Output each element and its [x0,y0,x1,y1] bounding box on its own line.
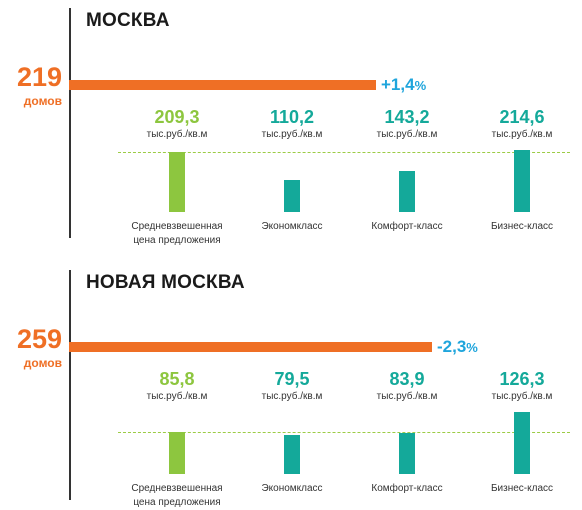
price-bar [514,150,530,212]
price-change: -2,3% [437,337,478,357]
category-label-line: Экономкласс [261,483,323,494]
bar-unit-label: тыс.руб./кв.м [261,129,323,140]
bar-unit-label: тыс.руб./кв.м [376,391,438,402]
category-label-line: Экономкласс [261,221,323,232]
price-bar [169,151,185,212]
price-bar [514,412,530,474]
house-count: 259 [16,324,62,354]
price-change: +1,4% [381,75,426,95]
price-bar [284,434,300,474]
axis-line [69,8,71,238]
house-count-label: домов [23,94,62,108]
average-reference-line [118,431,570,433]
category-label: Экономкласс [232,220,352,234]
price-bar [284,180,300,212]
city-panel: НОВАЯ МОСКВА 259 домов -2,3% 85,8 тыс.руб./кв… [0,262,582,508]
category-label: Бизнес-класс [462,220,582,234]
category-label-line: Средневзвешенная [131,483,223,494]
house-count-label: домов [23,356,62,370]
category-label-line: Комфорт-класс [371,483,443,494]
city-title: НОВАЯ МОСКВА [86,272,245,293]
city-title: МОСКВА [86,10,170,31]
price-bar [169,431,185,474]
price-change-value: +1,4 [381,75,415,94]
house-count: 219 [16,62,62,92]
category-label-line: Бизнес-класс [490,221,554,232]
category-label: Комфорт-класс [347,220,467,234]
bar-unit-label: тыс.руб./кв.м [146,391,208,402]
category-label-line: Бизнес-класс [490,483,554,494]
city-panel: МОСКВА 219 домов +1,4% 209,3 тыс.руб./кв.м Сре… [0,0,582,246]
bar-value-label: 110,2 [269,107,315,127]
bar-value-label: 209,3 [154,107,200,127]
axis-line [69,270,71,500]
category-label: Экономкласс [232,482,352,496]
price-bar [399,170,415,212]
house-count-bar [69,342,432,352]
bar-unit-label: тыс.руб./кв.м [146,129,208,140]
bar-value-label: 143,2 [384,107,430,127]
bar-unit-label: тыс.руб./кв.м [491,129,553,140]
bar-value-label: 214,6 [499,107,545,127]
category-label: Комфорт-класс [347,482,467,496]
price-change-percent: % [466,340,478,355]
average-reference-line [118,151,570,153]
category-label-line: Средневзвешенная [131,221,223,232]
bar-value-label: 79,5 [274,369,310,389]
category-label: Средневзвешенная цена предложения [117,220,237,248]
house-count-bar [69,80,376,90]
price-change-value: -2,3 [437,337,467,356]
price-change-percent: % [414,78,427,93]
category-label: Средневзвешенная цена предложения [117,482,237,510]
price-bar [399,432,415,474]
bar-value-label: 83,9 [389,369,425,389]
category-label: Бизнес-класс [462,482,582,496]
bar-unit-label: тыс.руб./кв.м [491,391,553,402]
category-label-line: цена предложения [133,235,221,246]
category-label-line: Комфорт-класс [371,221,443,232]
bar-value-label: 85,8 [159,369,195,389]
category-label-line: цена предложения [133,497,221,508]
bar-unit-label: тыс.руб./кв.м [376,129,438,140]
bar-unit-label: тыс.руб./кв.м [261,391,323,402]
bar-value-label: 126,3 [499,369,545,389]
